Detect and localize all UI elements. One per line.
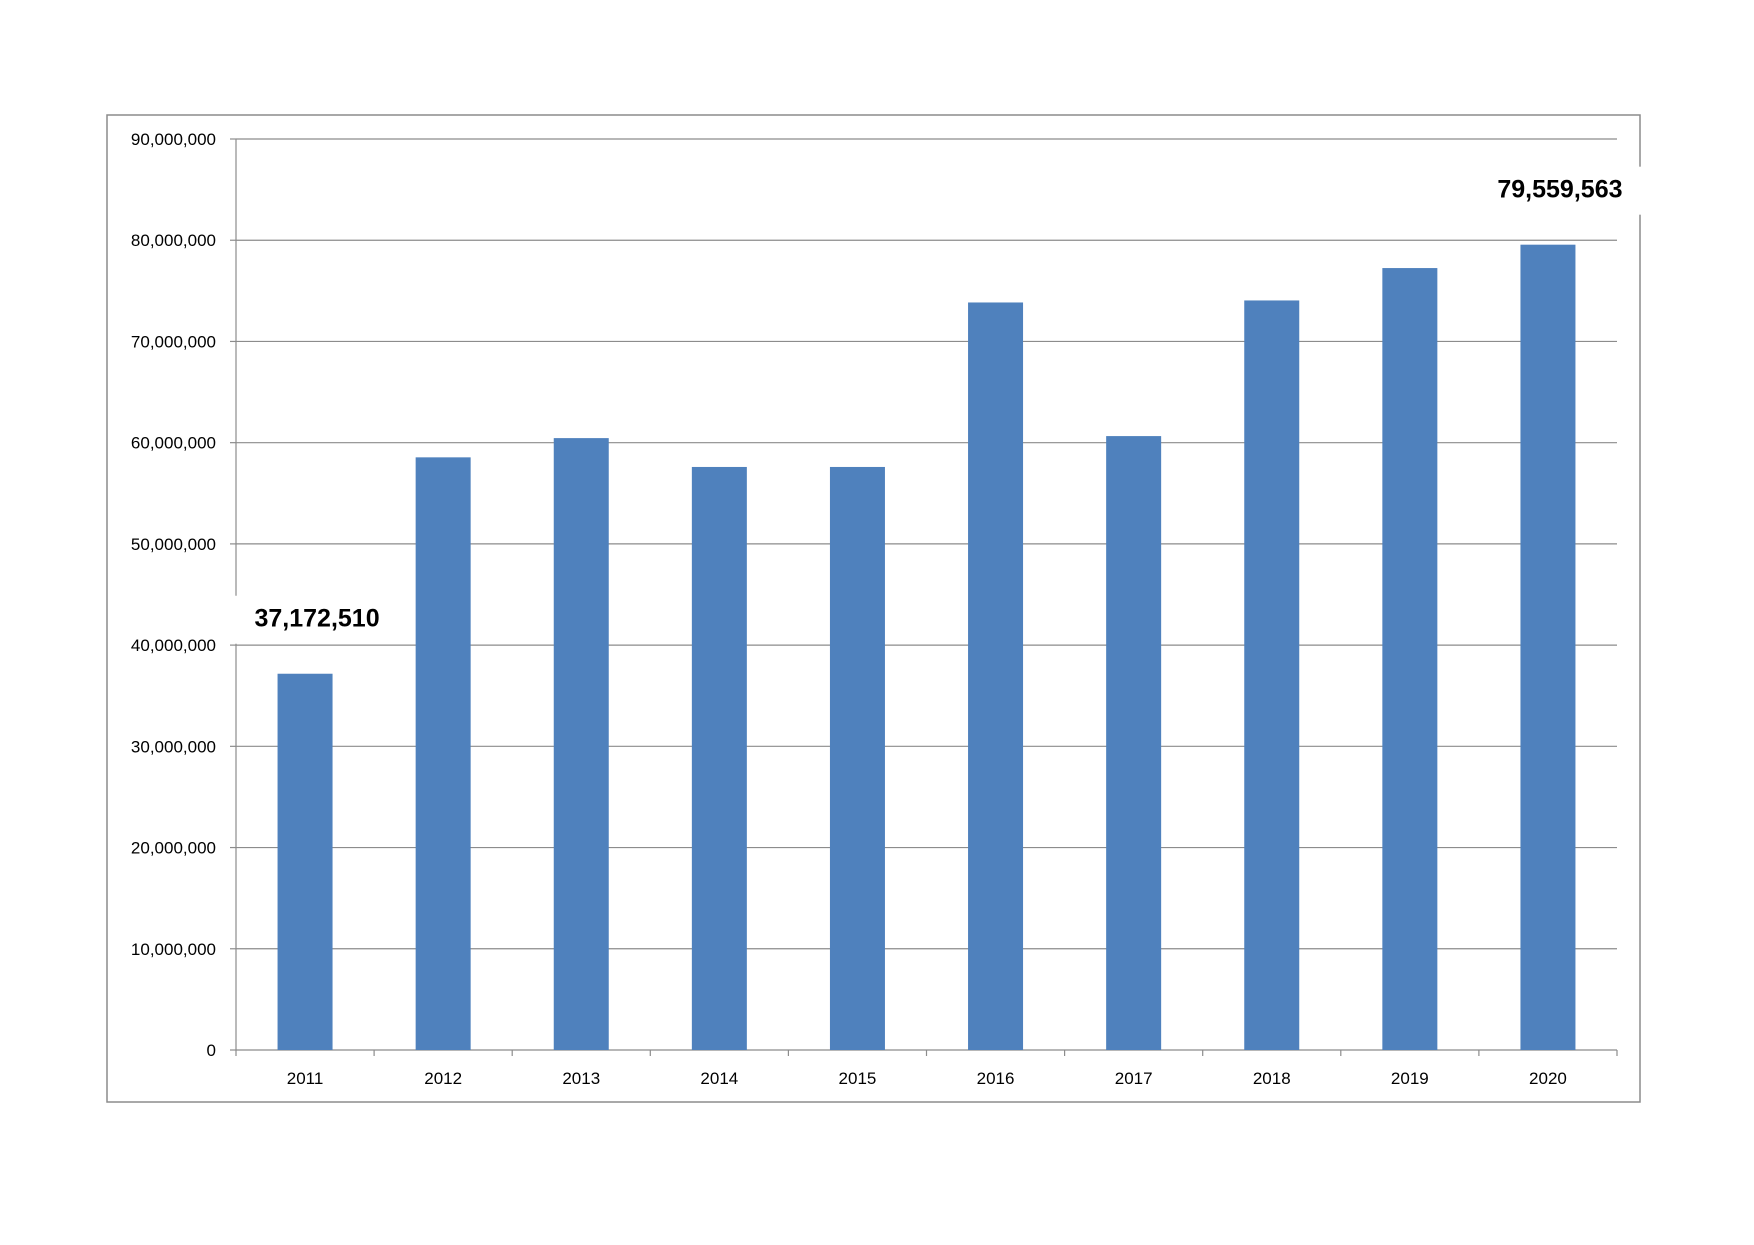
data-label-2020: 79,559,563 bbox=[1497, 176, 1622, 204]
y-tick-label: 50,000,000 bbox=[131, 535, 216, 554]
y-tick-label: 70,000,000 bbox=[131, 332, 216, 351]
y-tick-label: 20,000,000 bbox=[131, 839, 216, 858]
data-labels: 37,172,510 79,559,563 bbox=[230, 166, 1647, 644]
x-tick-label: 2020 bbox=[1529, 1069, 1567, 1088]
x-tick-label: 2016 bbox=[977, 1069, 1015, 1088]
y-tick-label: 40,000,000 bbox=[131, 636, 216, 655]
bar-2017 bbox=[1106, 436, 1162, 1050]
y-tick-label: 80,000,000 bbox=[131, 231, 216, 250]
data-label-background bbox=[230, 595, 404, 644]
y-tick-label: 0 bbox=[207, 1041, 216, 1060]
bar-2011 bbox=[277, 673, 333, 1050]
bar-2020 bbox=[1520, 244, 1576, 1050]
bar-2013 bbox=[553, 438, 609, 1050]
y-tick-label: 30,000,000 bbox=[131, 737, 216, 756]
x-tick-label: 2017 bbox=[1115, 1069, 1153, 1088]
data-label-background bbox=[1473, 166, 1647, 215]
x-tick-label: 2018 bbox=[1253, 1069, 1291, 1088]
x-tick-label: 2012 bbox=[424, 1069, 462, 1088]
bars bbox=[277, 244, 1576, 1051]
y-tick-label: 60,000,000 bbox=[131, 434, 216, 453]
bar-2019 bbox=[1382, 268, 1438, 1050]
x-tick-label: 2011 bbox=[287, 1069, 324, 1088]
x-tick-label: 2015 bbox=[839, 1069, 877, 1088]
y-tick-label: 10,000,000 bbox=[131, 940, 216, 959]
bar-2012 bbox=[415, 457, 471, 1051]
y-tick-label: 90,000,000 bbox=[131, 130, 216, 149]
data-label-2011: 37,172,510 bbox=[254, 605, 379, 633]
bar-2018 bbox=[1244, 300, 1300, 1050]
bar-2016 bbox=[968, 302, 1024, 1050]
x-tick-label: 2019 bbox=[1391, 1069, 1429, 1088]
bar-2015 bbox=[829, 466, 885, 1051]
x-tick-label: 2013 bbox=[562, 1069, 600, 1088]
y-tick-labels: 0 10,000,000 20,000,000 30,000,000 40,000,00… bbox=[131, 130, 216, 1060]
x-tick-label: 2014 bbox=[700, 1069, 738, 1088]
x-tick-labels: 2011 2012 2013 2014 2015 2016 2017 2018 2019 2020 bbox=[287, 1069, 1567, 1088]
bar-2014 bbox=[691, 466, 747, 1051]
